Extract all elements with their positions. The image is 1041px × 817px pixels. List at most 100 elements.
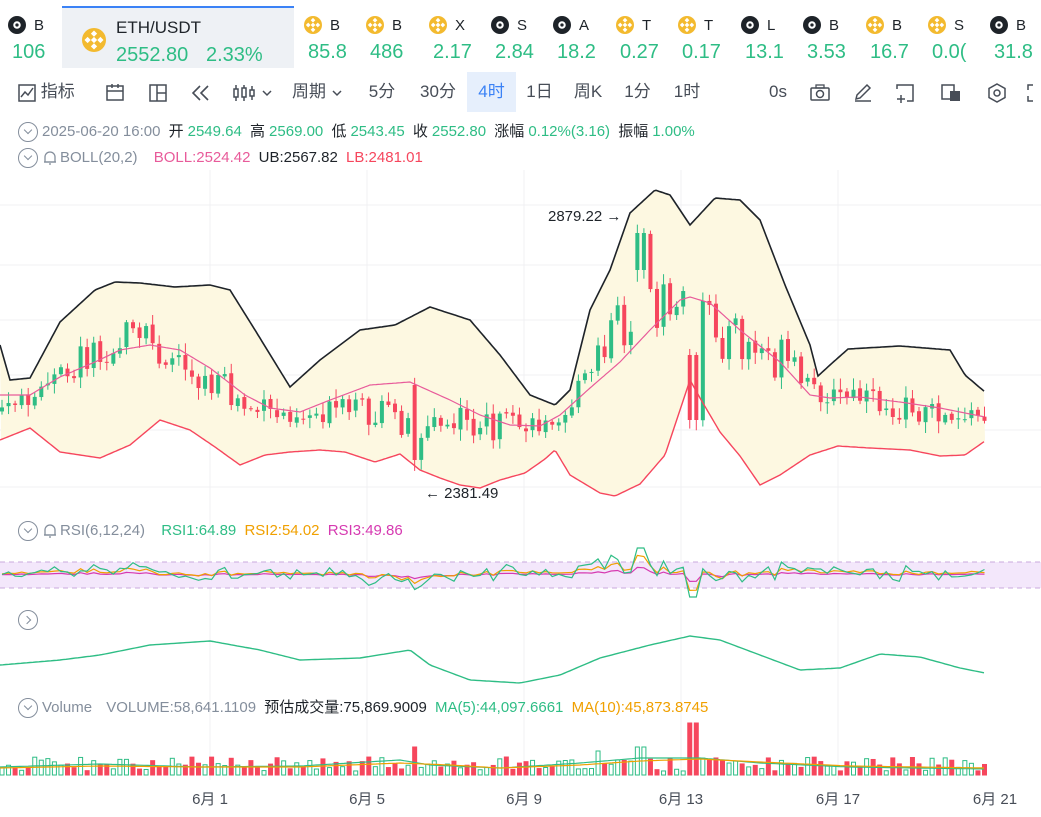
candle-body bbox=[622, 304, 627, 346]
layout-button[interactable] bbox=[148, 72, 168, 112]
volume-bar bbox=[680, 770, 686, 776]
high-value: 2569.00 bbox=[269, 123, 324, 140]
interval-tab[interactable]: 5分 bbox=[368, 82, 396, 101]
bell-icon[interactable] bbox=[42, 150, 58, 166]
indicators-button[interactable]: 指标 bbox=[18, 72, 75, 112]
candle-body bbox=[419, 437, 424, 460]
collapse-icon[interactable] bbox=[18, 148, 38, 168]
ticker-item[interactable]: B 486 bbox=[358, 8, 418, 68]
volume-ma5: MA(5):44,097.6661 bbox=[434, 699, 564, 716]
expand-icon[interactable] bbox=[18, 610, 38, 630]
candle-body bbox=[124, 322, 129, 347]
template-button[interactable] bbox=[105, 72, 125, 112]
ticker-item[interactable]: B 106 bbox=[0, 8, 60, 68]
binance-icon bbox=[304, 16, 322, 34]
candle-body bbox=[694, 355, 699, 420]
ticker-item[interactable]: T 0.17 bbox=[670, 8, 730, 68]
volume-bar bbox=[720, 759, 725, 776]
volume-bar bbox=[621, 759, 627, 776]
candle-body bbox=[170, 358, 175, 365]
settings-button[interactable] bbox=[986, 72, 1008, 112]
add-indicator-button[interactable] bbox=[895, 72, 917, 112]
candle-body bbox=[668, 283, 673, 315]
candle-body bbox=[131, 322, 135, 329]
rsi-name: RSI(6,12,24) bbox=[60, 521, 146, 539]
candlestick-icon bbox=[233, 84, 255, 101]
draw-button[interactable] bbox=[852, 72, 874, 112]
candle-body bbox=[576, 380, 581, 408]
ticker-item[interactable]: T 0.27 bbox=[608, 8, 668, 68]
candle-body bbox=[248, 408, 253, 410]
interval-tab[interactable]: 4时 bbox=[467, 72, 516, 112]
volume-bar bbox=[294, 762, 300, 776]
volume-bar bbox=[6, 764, 12, 776]
ticker-item[interactable]: B 85.8 bbox=[296, 8, 356, 68]
rsi1-line bbox=[1, 547, 985, 598]
bell-icon[interactable] bbox=[42, 523, 58, 539]
interval-tab[interactable]: 1分 bbox=[624, 82, 651, 101]
interval-tab[interactable]: 30分 bbox=[420, 82, 456, 101]
candle-body bbox=[432, 417, 437, 428]
rsi2-line bbox=[1, 554, 985, 592]
binance-icon bbox=[928, 16, 946, 34]
ticker-item[interactable]: S 0.0( bbox=[920, 8, 980, 68]
chart-area[interactable]: 2025-06-20 16:00 开 2549.64 高 2569.00 低 2543… bbox=[0, 112, 1041, 817]
candle-body bbox=[117, 348, 122, 354]
candle-body bbox=[373, 422, 378, 426]
ticker-price: 2.17 bbox=[433, 41, 472, 63]
ticker-item[interactable]: B 3.53 bbox=[795, 8, 855, 68]
ticker-item[interactable]: L 13.1 bbox=[733, 8, 793, 68]
interval-tab[interactable]: 1日 bbox=[526, 82, 553, 101]
price-chart[interactable] bbox=[0, 112, 1041, 817]
interval-tab[interactable]: 周K bbox=[573, 82, 603, 101]
x-axis-label: 6月 5 bbox=[349, 791, 385, 808]
candle-body bbox=[19, 395, 24, 406]
screenshot-button[interactable] bbox=[809, 72, 831, 112]
candle-body bbox=[340, 399, 345, 408]
ticker-item[interactable]: ETH/USDT 2552.80 2.33% bbox=[62, 6, 294, 68]
volume-bar bbox=[654, 769, 660, 776]
collapse-icon[interactable] bbox=[18, 698, 38, 719]
ticker-item[interactable]: A 18.2 bbox=[545, 8, 605, 68]
ticker-item[interactable]: S 2.84 bbox=[483, 8, 543, 68]
volume-bar bbox=[687, 722, 693, 776]
ticker-price: 18.2 bbox=[557, 41, 596, 63]
ticker-symbol: L bbox=[767, 17, 776, 34]
candle-body bbox=[949, 413, 954, 420]
candle-body bbox=[471, 418, 476, 436]
volume-bar bbox=[425, 763, 431, 776]
x-axis-label: 6月 17 bbox=[815, 791, 861, 808]
indicators-label: 指标 bbox=[40, 82, 75, 101]
ticker-item[interactable]: B 16.7 bbox=[858, 8, 918, 68]
ticker-price: 0.17 bbox=[682, 41, 721, 63]
chart-type-button[interactable] bbox=[232, 72, 273, 112]
candle-body bbox=[727, 326, 732, 360]
ticker-item[interactable]: B 31.8 bbox=[982, 8, 1041, 68]
volume-bar bbox=[667, 757, 673, 776]
rewind-button[interactable] bbox=[190, 72, 212, 112]
candle-body bbox=[687, 355, 692, 420]
period-label: 周期 bbox=[292, 82, 326, 101]
volume-bar bbox=[385, 767, 391, 776]
collapse-icon[interactable] bbox=[18, 122, 38, 143]
period-button[interactable]: 周期 bbox=[292, 72, 343, 112]
interval-tab[interactable]: 1时 bbox=[673, 82, 701, 101]
candle-body bbox=[497, 413, 502, 440]
volume-bar bbox=[805, 757, 811, 776]
candle-body bbox=[216, 375, 221, 394]
volume-bar bbox=[693, 722, 699, 776]
candle-body bbox=[772, 352, 777, 378]
compare-button[interactable] bbox=[940, 72, 962, 112]
layout-icon bbox=[149, 83, 167, 102]
volume-bar bbox=[12, 767, 18, 776]
candle-body bbox=[779, 339, 784, 378]
candle-body bbox=[818, 385, 823, 403]
collapse-icon[interactable] bbox=[18, 521, 38, 541]
fullscreen-button[interactable] bbox=[1026, 72, 1041, 112]
candle-body bbox=[530, 418, 535, 431]
candle-body bbox=[307, 415, 312, 418]
candle-body bbox=[524, 428, 528, 432]
volume-bar bbox=[582, 768, 588, 776]
candle-body bbox=[877, 390, 882, 412]
ticker-item[interactable]: X 2.17 bbox=[421, 8, 481, 68]
